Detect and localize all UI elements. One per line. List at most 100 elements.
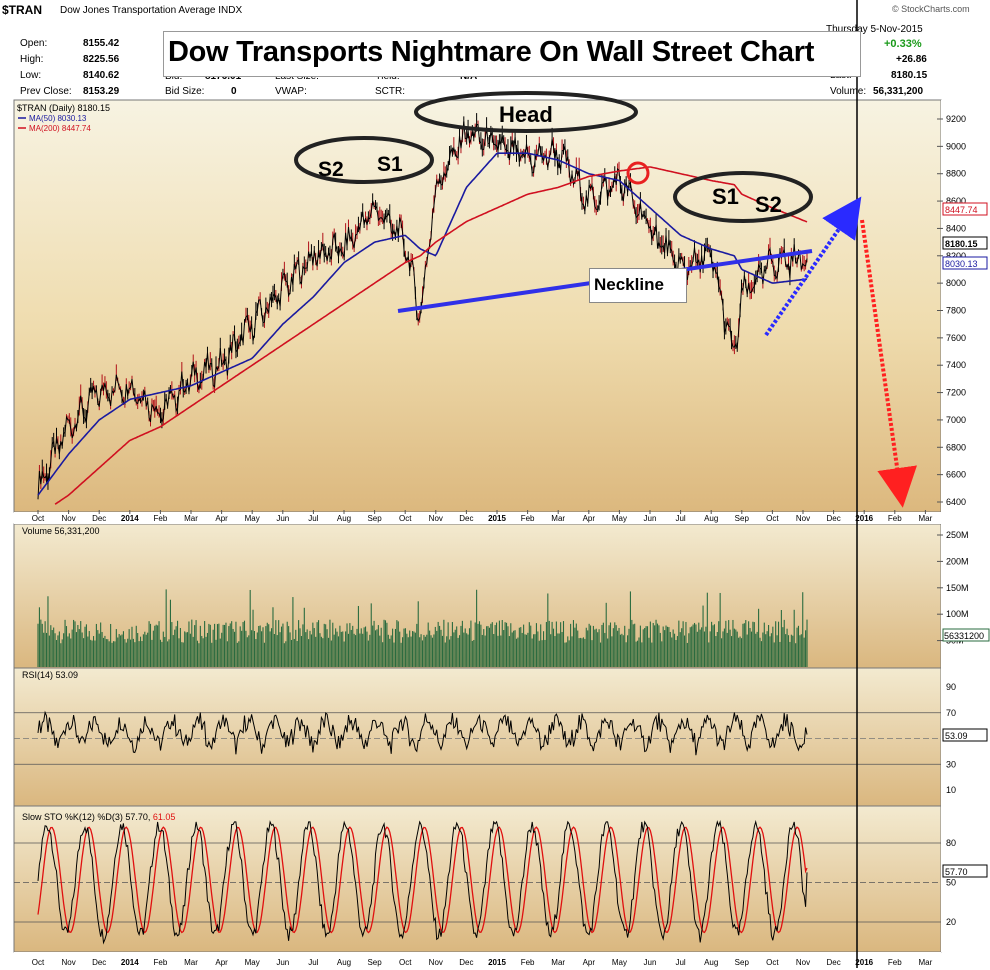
x-tick-label: Nov [796,514,810,523]
index-full-name: Dow Jones Transportation Average [60,5,216,16]
high-value: 8225.56 [83,54,120,65]
x-tick-label-bottom: Sep [367,958,382,967]
x-tick-label: Feb [154,514,168,523]
right-s2-label: S2 [755,192,782,217]
price-line [37,121,808,500]
rsi-panel [13,667,942,807]
rsi-y-label: 30 [946,759,956,769]
bidsize-value: 0 [231,86,237,97]
x-tick-label-bottom: Mar [184,958,198,967]
x-tick-label: Jul [675,514,685,523]
x-axis-strip-bottom [14,952,941,968]
grid-layer [14,118,943,923]
x-tick-label-bottom: Apr [215,958,228,967]
low-label: Low: [20,70,42,81]
price-y-label: 7200 [946,388,966,398]
x-tick-label-bottom: Apr [583,958,596,967]
x-tick-label: Aug [337,514,351,523]
sto-value-tag [942,864,988,878]
price-y-label: 9000 [946,141,966,151]
x-tick-label-bottom: Oct [766,958,779,967]
x-tick-label: Aug [704,514,718,523]
price-y-label: 8800 [946,169,966,179]
volume-value: 56,331,200 [873,86,924,97]
title-banner-box [163,31,861,77]
x-tick-label-bottom: 2014 [121,958,139,967]
prevclose-value: 8153.29 [83,86,120,97]
down-arrow [860,219,917,508]
x-tick-label-bottom: 2016 [855,958,873,967]
sto-y-label: 20 [946,917,956,927]
sctr-label: SCTR: [375,86,405,97]
rsi-value-tag [942,728,988,742]
x-tick-label-bottom: May [245,958,260,967]
ma200-value-text: 8447.74 [945,205,978,215]
x-tick-label-bottom: Mar [551,958,565,967]
x-tick-label-bottom: Dec [826,958,840,967]
x-tick-label-bottom: Dec [459,958,473,967]
exchange: INDX [218,5,243,16]
x-tick-label-bottom: Nov [796,958,810,967]
x-tick-label: Sep [367,514,382,523]
high-label: High: [20,54,44,65]
sto-line-group [37,819,808,945]
price-y-label: 7400 [946,360,966,370]
low-value: 8140.62 [83,70,120,81]
open-label: Open: [20,38,48,49]
change-value: +26.86 [896,54,927,65]
x-tick-label: Apr [215,514,228,523]
price-legend-main: $TRAN (Daily) 8180.15 [17,103,110,113]
x-tick-label-bottom: Dec [92,958,106,967]
right-shoulder-ellipse [673,171,813,223]
x-tick-label: Nov [429,514,443,523]
ma200-legend: MA(200) 8447.74 [29,124,91,133]
x-tick-label-bottom: Feb [521,958,535,967]
price-y-label: 7000 [946,415,966,425]
x-tick-label-bottom: Jul [308,958,318,967]
volume-label: Volume: [830,86,867,97]
left-s2-label: S2 [318,158,344,181]
sto-y-label: 50 [946,878,956,888]
rsi-line-group [37,710,808,756]
price-y-label: 8200 [946,251,966,261]
x-tick-label-bottom: May [612,958,627,967]
neckline-label: Neckline [594,275,664,294]
x-tick-label: Oct [766,514,779,523]
x-tick-label-bottom: Oct [399,958,412,967]
x-tick-label: Jun [276,514,289,523]
volume-y-label: 200M [946,556,969,566]
ma-cross-circle [626,161,650,185]
volume-y-label: 250M [946,530,969,540]
x-tick-label: Apr [583,514,596,523]
last-value-text: 8180.15 [945,239,978,249]
price-y-label: 8000 [946,278,966,288]
x-tick-label: Sep [735,514,750,523]
brand: © StockCharts.com [892,4,970,14]
x-tick-label: Jul [308,514,318,523]
ticker: $TRAN [2,3,43,17]
rsi-y-label: 70 [946,708,956,718]
index-name: Dow Jones Transportation Average INDX [60,5,242,16]
neckline-label-box [589,268,687,303]
x-tick-label-bottom: Jun [276,958,289,967]
head-label: Head [499,102,553,127]
rsi-y-label: 90 [946,682,956,692]
x-tick-label-bottom: Aug [704,958,718,967]
x-tick-label: 2016 [855,514,873,523]
open-value: 8155.42 [83,38,120,49]
quote-date: Thursday 5-Nov-2015 [826,24,923,35]
x-tick-label: May [245,514,260,523]
x-tick-label-bottom: Mar [919,958,933,967]
price-y-label: 6800 [946,442,966,452]
x-tick-label: 2014 [121,514,139,523]
left-shoulder-ellipse [294,136,434,184]
x-tick-label-bottom: 2015 [488,958,506,967]
x-tick-label: Mar [919,514,933,523]
last-value: 8180.15 [891,70,928,81]
ma50-line [37,152,808,496]
vwap-label: VWAP: [275,86,307,97]
ma200-line [54,166,808,505]
x-tick-label: Oct [32,514,45,523]
x-tick-label-bottom: Jun [644,958,657,967]
